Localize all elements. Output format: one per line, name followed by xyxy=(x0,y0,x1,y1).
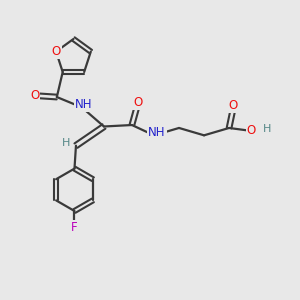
Text: H: H xyxy=(62,138,71,148)
Text: NH: NH xyxy=(148,126,166,139)
Text: O: O xyxy=(133,96,142,109)
Text: H: H xyxy=(263,124,272,134)
Text: O: O xyxy=(30,89,39,102)
Text: O: O xyxy=(247,124,256,137)
Text: NH: NH xyxy=(75,98,92,111)
Text: F: F xyxy=(71,221,78,234)
Text: O: O xyxy=(229,99,238,112)
Text: O: O xyxy=(52,45,61,58)
